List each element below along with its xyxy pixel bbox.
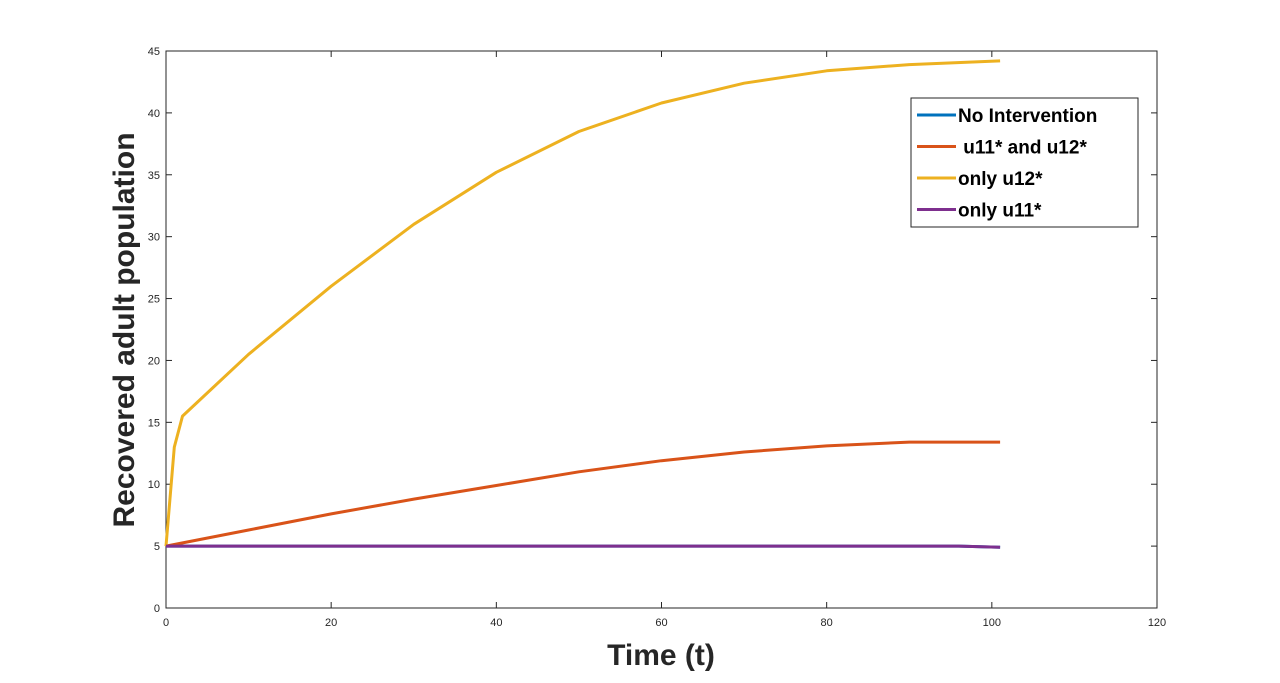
y-tick-label: 10 bbox=[148, 479, 160, 491]
series-line-4 bbox=[166, 544, 1001, 549]
legend-box bbox=[910, 97, 1139, 228]
y-tick-label: 5 bbox=[154, 541, 160, 553]
x-tick-label: 40 bbox=[490, 617, 502, 629]
y-axis-label: Recovered adult population bbox=[108, 132, 141, 527]
y-tick-label: 25 bbox=[148, 294, 160, 306]
series-line-3 bbox=[164, 59, 1001, 547]
x-tick-label: 60 bbox=[655, 617, 667, 629]
series-lines bbox=[164, 59, 1001, 549]
x-tick-label: 0 bbox=[163, 617, 169, 629]
axis-ticks: 0 20 40 60 80 100 120 0 5 10 15 20 25 30 35 40 45 bbox=[148, 46, 1166, 629]
y-tick-label: 40 bbox=[148, 108, 160, 120]
y-tick-label: 15 bbox=[148, 417, 160, 429]
legend: No Intervention u11* and u12* only u12* on… bbox=[910, 97, 1139, 228]
y-tick-label: 35 bbox=[148, 170, 160, 182]
legend-label: only u12* bbox=[958, 169, 1043, 190]
y-tick-label: 30 bbox=[148, 232, 160, 244]
y-tick-label: 20 bbox=[148, 355, 160, 367]
x-axis-label: Time (t) bbox=[607, 639, 715, 672]
legend-label: u11* and u12* bbox=[958, 138, 1087, 159]
y-tick-label: 0 bbox=[154, 603, 160, 615]
legend-label: No Intervention bbox=[958, 106, 1097, 127]
legend-label: only u11* bbox=[958, 201, 1042, 222]
y-tick-label: 45 bbox=[148, 46, 160, 58]
x-tick-label: 120 bbox=[1148, 617, 1166, 629]
series-line-2 bbox=[165, 440, 1001, 548]
x-tick-label: 20 bbox=[325, 617, 337, 629]
x-tick-label: 80 bbox=[821, 617, 833, 629]
x-tick-label: 100 bbox=[983, 617, 1001, 629]
